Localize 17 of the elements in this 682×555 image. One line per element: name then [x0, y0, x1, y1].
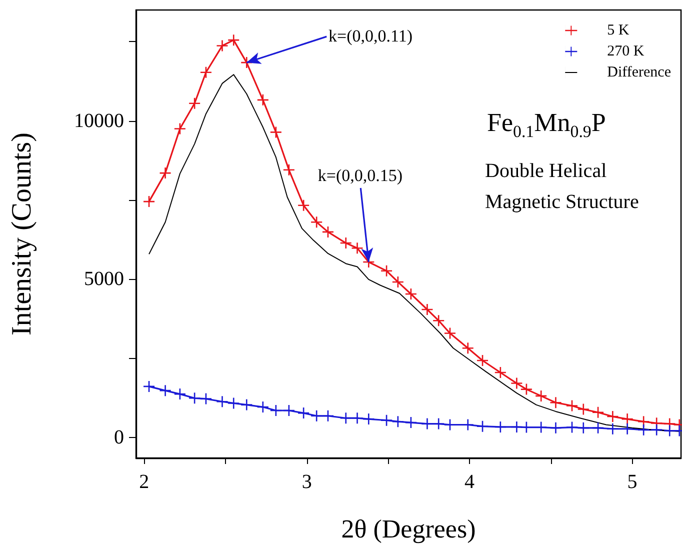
legend-label: Difference	[607, 64, 672, 80]
legend-label: 5 K	[607, 22, 630, 38]
annotation: k=(0,0,0.15)	[318, 166, 403, 186]
annotation: k=(0,0,0.11)	[328, 26, 413, 46]
x-tick-label: 2	[139, 471, 150, 493]
y-tick-label: 10000	[74, 110, 124, 132]
annotation: Fe$_{0.1}$Mn$_{0.9}$P	[487, 108, 606, 142]
legend-label: 270 K	[607, 44, 644, 60]
x-tick-label: 4	[464, 471, 475, 493]
y-axis-title: Intensity (Counts)	[6, 132, 38, 336]
x-tick-label: 3	[302, 471, 312, 493]
annotation: Double Helical	[485, 160, 607, 183]
y-tick-label: 5000	[84, 268, 124, 290]
annotation: Magnetic Structure	[485, 191, 639, 214]
y-tick-label: 0	[114, 426, 124, 448]
x-axis-title: 2θ (Degrees)	[341, 514, 476, 544]
x-tick-label: 5	[627, 471, 638, 493]
